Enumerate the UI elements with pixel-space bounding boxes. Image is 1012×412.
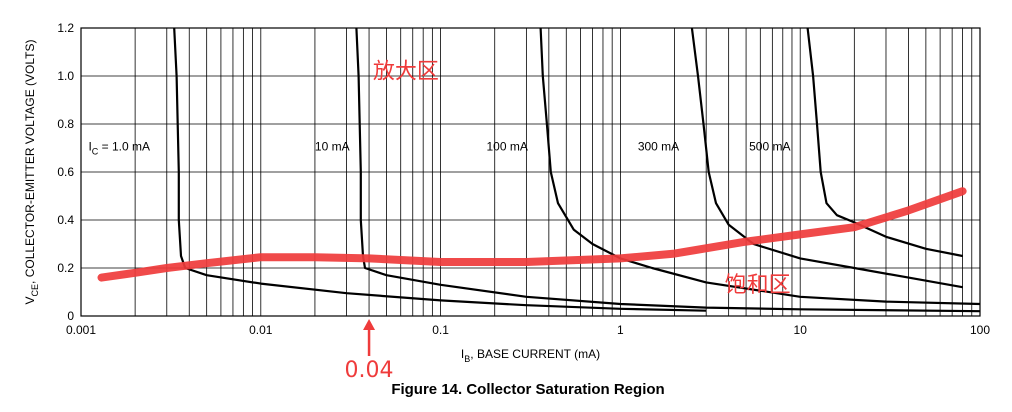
x-tick-label: 0.01 — [249, 323, 273, 337]
figure-caption: Figure 14. Collector Saturation Region — [391, 381, 664, 398]
y-tick-label: 1.2 — [57, 21, 74, 35]
saturation-boundary-curve — [97, 187, 967, 282]
series-labels: IC = 1.0 mA 10 mA 100 mA 300 mA 500 mA — [88, 139, 790, 156]
series-label: 10 mA — [315, 139, 350, 153]
x-tick-label: 10 — [794, 323, 808, 337]
series-label: 300 mA — [638, 139, 679, 153]
grid-lines — [80, 27, 980, 317]
y-axis-title: VCE, COLLECTOR-EMITTER VOLTAGE (VOLTS) — [23, 39, 40, 304]
x-tick-label: 100 — [970, 323, 990, 337]
series-curve — [355, 27, 981, 313]
series-curves — [173, 27, 981, 313]
series-curve — [173, 27, 707, 312]
saturation-boundary — [97, 187, 967, 282]
x-tick-labels: 0.001 0.01 0.1 1 10 100 — [66, 323, 990, 337]
saturation-region-label: 饱和区 — [725, 273, 791, 298]
y-tick-label: 0.4 — [57, 213, 74, 227]
series-curve — [690, 27, 963, 289]
marker-arrow — [363, 319, 376, 356]
x-tick-label: 0.1 — [432, 323, 449, 337]
y-tick-label: 1.0 — [57, 69, 74, 83]
y-tick-label: 0.6 — [57, 165, 74, 179]
active-region-label: 放大区 — [373, 59, 439, 84]
x-axis-title: IB, BASE CURRENT (mA) — [461, 347, 600, 364]
series-label: 500 mA — [749, 139, 790, 153]
series-label: 100 mA — [486, 139, 527, 153]
y-tick-label: 0.2 — [57, 261, 74, 275]
x-tick-label: 1 — [617, 323, 624, 337]
series-curve — [539, 27, 981, 306]
series-curve — [806, 27, 963, 258]
y-tick-label: 0.8 — [57, 117, 74, 131]
plot-frame — [80, 27, 981, 317]
y-tick-label: 0 — [67, 309, 74, 323]
x-tick-label: 0.001 — [66, 323, 96, 337]
series-label: IC = 1.0 mA — [88, 139, 150, 156]
y-tick-labels: 0 0.2 0.4 0.6 0.8 1.0 1.2 — [57, 21, 74, 323]
marker-arrow-head — [363, 319, 376, 330]
marker-label: 0.04 — [345, 358, 394, 383]
